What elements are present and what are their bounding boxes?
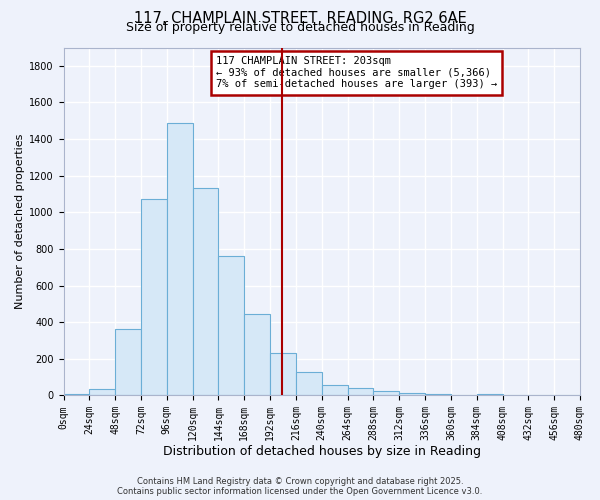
Text: 117 CHAMPLAIN STREET: 203sqm
← 93% of detached houses are smaller (5,366)
7% of : 117 CHAMPLAIN STREET: 203sqm ← 93% of de…: [216, 56, 497, 90]
Bar: [244, 314, 270, 396]
Text: 117, CHAMPLAIN STREET, READING, RG2 6AE: 117, CHAMPLAIN STREET, READING, RG2 6AE: [134, 11, 466, 26]
Bar: [167, 122, 193, 396]
Bar: [373, 391, 399, 396]
Bar: [296, 372, 322, 396]
Bar: [270, 354, 296, 396]
Bar: [399, 392, 425, 396]
Bar: [141, 200, 167, 396]
Bar: [322, 386, 347, 396]
Bar: [89, 389, 115, 396]
Text: Size of property relative to detached houses in Reading: Size of property relative to detached ho…: [125, 21, 475, 34]
Bar: [193, 188, 218, 396]
Bar: [477, 394, 503, 396]
Bar: [64, 394, 89, 396]
Bar: [115, 330, 141, 396]
Bar: [425, 394, 451, 396]
Y-axis label: Number of detached properties: Number of detached properties: [15, 134, 25, 309]
Text: Contains HM Land Registry data © Crown copyright and database right 2025.
Contai: Contains HM Land Registry data © Crown c…: [118, 476, 482, 496]
X-axis label: Distribution of detached houses by size in Reading: Distribution of detached houses by size …: [163, 444, 481, 458]
Bar: [347, 388, 373, 396]
Bar: [218, 256, 244, 396]
